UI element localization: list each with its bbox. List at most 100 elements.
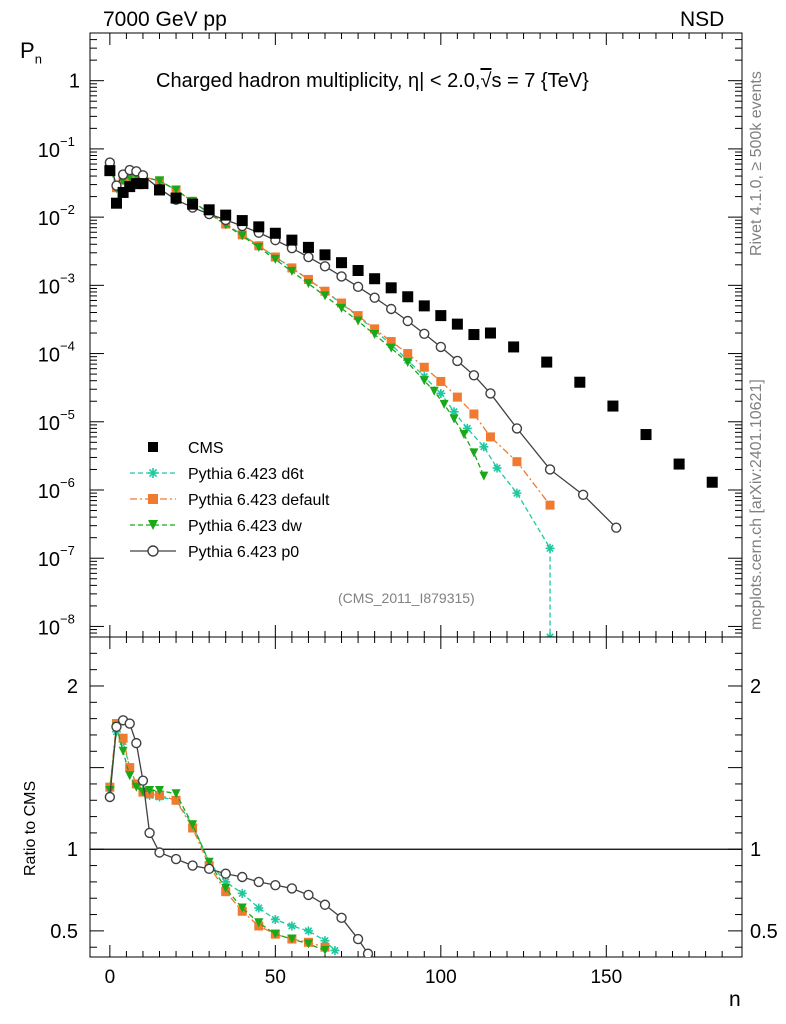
data-point: [607, 400, 619, 412]
top-panel: 110−110−210−310−410−510−610−710−8: [38, 32, 743, 639]
legend-entry: CMS: [148, 440, 224, 457]
data-point: [320, 286, 330, 296]
data-point: [117, 186, 129, 198]
data-point: [118, 733, 128, 743]
data-point: [270, 254, 280, 264]
data-point: [144, 827, 155, 839]
data-point: [221, 883, 231, 893]
data-point: [336, 271, 347, 282]
data-point: [336, 257, 348, 269]
data-point: [320, 945, 330, 955]
data-point: [270, 914, 280, 924]
data-point: [451, 318, 463, 330]
ratio-frame: [89, 636, 743, 958]
data-point: [512, 457, 522, 467]
series-line: [109, 162, 617, 529]
data-point: [386, 343, 396, 353]
data-point: [137, 178, 149, 190]
data-point: [171, 795, 181, 805]
data-point: [124, 181, 136, 193]
y-tick-label: 10: [38, 413, 60, 435]
x-tick-label: 150: [590, 967, 622, 988]
data-point: [403, 357, 413, 367]
data-point: [220, 868, 231, 879]
data-point: [370, 324, 380, 334]
data-point: [452, 392, 462, 402]
data-point: [544, 464, 556, 475]
data-point: [155, 785, 165, 795]
y-tick-exponent: −2: [60, 202, 75, 217]
ratio-tick-label: 2: [67, 676, 78, 698]
legend-label: Pythia 6.423 d6t: [188, 466, 304, 483]
data-point: [131, 737, 142, 749]
data-point: [287, 934, 297, 944]
data-point: [370, 330, 380, 340]
side-label-top: Rivet 4.1.0, ≥ 500k events: [748, 71, 765, 256]
data-point: [479, 471, 489, 481]
ratio-line: [109, 726, 326, 952]
data-point: [452, 355, 463, 367]
data-point: [484, 327, 496, 339]
data-point: [492, 463, 502, 473]
data-point: [110, 197, 122, 209]
data-point: [439, 399, 449, 409]
data-point: [574, 376, 586, 388]
data-point: [319, 899, 331, 910]
data-point: [402, 291, 414, 303]
ratio-series-pythia-6-423-dw: [105, 722, 330, 955]
data-point: [459, 430, 469, 440]
data-point: [303, 926, 313, 936]
series-pythia-6-423-dw: [105, 160, 489, 481]
data-point: [170, 853, 182, 865]
data-point: [220, 209, 232, 221]
data-point: [286, 234, 298, 246]
data-point: [577, 489, 589, 501]
data-point: [187, 860, 198, 871]
title-sqrt: √: [480, 70, 492, 92]
plot-title: Charged hadron multiplicity, η| < 2.0,√s…: [156, 70, 589, 93]
data-point: [204, 857, 214, 867]
ratio-tick-label-right: 1: [750, 839, 761, 861]
data-point: [171, 185, 181, 195]
ratio-tick-label-right: 0.5: [750, 921, 778, 943]
analysis-watermark: (CMS_2011_I879315): [338, 590, 475, 606]
data-point: [385, 282, 397, 294]
y-axis-label: Pn: [20, 38, 42, 66]
data-point: [254, 918, 264, 928]
data-point: [303, 939, 313, 949]
legend-label: CMS: [188, 440, 224, 457]
data-point: [145, 785, 155, 795]
ratio-series-pythia-6-423-p0: [104, 715, 374, 957]
y-tick-exponent: −3: [60, 270, 75, 285]
legend-entry: Pythia 6.423 dw: [130, 518, 302, 535]
data-point: [154, 847, 165, 858]
legend: CMS Pythia 6.423 d6t Pythia 6.423 default P…: [130, 440, 330, 561]
y-tick-exponent: −5: [60, 407, 75, 422]
data-point: [541, 356, 553, 368]
y-tick-label: 10: [38, 481, 60, 503]
ratio-panel: 0 50 100 150 2 2 1 1 0.5 0.5: [50, 636, 778, 988]
series-cms: [104, 165, 718, 488]
data-point: [237, 231, 247, 241]
data-point: [124, 718, 135, 729]
y-tick-label: 1: [69, 71, 80, 93]
data-point: [435, 341, 447, 353]
y-tick-label: 10: [38, 208, 60, 230]
data-point: [545, 500, 555, 510]
data-point: [237, 903, 247, 913]
data-point: [287, 921, 297, 931]
header-left: 7000 GeV pp: [103, 8, 227, 31]
y-tick-exponent: −4: [60, 339, 75, 354]
data-point: [352, 933, 364, 945]
data-point: [303, 251, 314, 263]
data-point: [320, 291, 330, 301]
data-point: [237, 871, 248, 883]
x-tick-label: 50: [265, 967, 286, 988]
data-point: [236, 215, 248, 227]
data-point: [118, 746, 128, 756]
title-energy: s = 7 {TeV}: [491, 70, 589, 92]
y-label-sub: n: [34, 51, 42, 67]
y-label: P: [20, 38, 35, 63]
data-point: [302, 241, 314, 253]
data-point: [386, 337, 396, 347]
